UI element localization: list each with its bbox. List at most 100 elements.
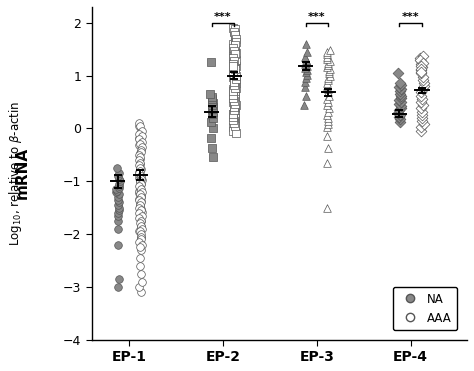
Point (324, 112, 331, 118)
Point (208, 119, 215, 125)
Point (230, 108, 237, 114)
Point (397, 82, 404, 88)
Point (323, 83, 331, 89)
Point (136, 202, 144, 208)
Point (207, 135, 215, 141)
Point (137, 199, 145, 205)
Point (137, 194, 145, 200)
Point (230, 48, 237, 54)
Point (324, 75, 331, 81)
Point (230, 29, 238, 35)
Point (231, 73, 239, 79)
Point (418, 115, 426, 121)
Point (136, 191, 144, 197)
Point (420, 80, 428, 86)
Point (209, 125, 217, 131)
Point (136, 220, 144, 226)
Point (137, 206, 145, 211)
Point (323, 52, 330, 58)
Point (231, 95, 238, 101)
Point (137, 194, 145, 200)
Point (113, 189, 120, 195)
Point (137, 147, 145, 152)
Point (326, 73, 333, 79)
Point (302, 41, 310, 47)
Point (231, 96, 238, 102)
Point (231, 112, 238, 118)
Point (229, 55, 237, 60)
Point (112, 186, 120, 192)
Point (231, 93, 238, 99)
Point (137, 181, 145, 187)
Point (135, 174, 143, 180)
Point (302, 69, 310, 75)
Point (301, 65, 309, 71)
Point (417, 93, 425, 99)
Point (115, 185, 123, 191)
Point (135, 215, 143, 221)
Point (229, 61, 237, 67)
Point (138, 133, 146, 139)
Point (230, 114, 237, 120)
Point (114, 226, 122, 232)
Point (394, 109, 402, 115)
Point (229, 124, 237, 130)
Point (417, 61, 425, 67)
Point (303, 72, 310, 78)
Point (231, 60, 239, 66)
Point (209, 109, 217, 115)
Point (136, 205, 143, 211)
Point (396, 88, 404, 94)
Point (137, 186, 145, 192)
Point (136, 229, 143, 234)
Point (229, 74, 237, 80)
Point (229, 45, 237, 51)
Point (208, 102, 216, 108)
Point (326, 47, 333, 53)
Point (396, 119, 404, 125)
Point (116, 205, 123, 211)
Point (303, 49, 311, 55)
Point (135, 152, 143, 158)
Point (116, 191, 123, 197)
Point (323, 133, 330, 139)
Point (419, 86, 427, 92)
Point (136, 284, 143, 290)
Point (136, 188, 143, 194)
Point (231, 101, 239, 107)
Point (417, 63, 425, 69)
Point (137, 234, 145, 240)
Point (137, 234, 145, 240)
Point (324, 115, 332, 121)
Point (232, 42, 239, 48)
Text: ***: *** (308, 12, 326, 22)
Point (137, 149, 145, 155)
Point (395, 114, 402, 120)
Point (114, 173, 121, 179)
Point (230, 114, 238, 120)
Point (209, 106, 216, 112)
Point (137, 236, 145, 242)
Point (229, 54, 237, 60)
Point (115, 170, 123, 176)
Point (136, 172, 143, 178)
Point (420, 83, 428, 89)
Point (136, 162, 143, 168)
Point (300, 102, 308, 108)
Point (113, 188, 120, 194)
Point (115, 175, 123, 181)
Point (137, 175, 145, 181)
Point (417, 89, 424, 95)
Point (137, 128, 145, 134)
Point (231, 85, 239, 91)
Point (135, 184, 143, 190)
Y-axis label: Log$_{10}$, relative to $\beta$-actin: Log$_{10}$, relative to $\beta$-actin (7, 101, 24, 246)
Point (135, 131, 143, 137)
Point (229, 92, 237, 98)
Point (114, 202, 121, 208)
Point (232, 73, 240, 79)
Point (418, 64, 426, 70)
Point (420, 121, 428, 127)
Point (418, 70, 425, 76)
Point (136, 154, 144, 160)
